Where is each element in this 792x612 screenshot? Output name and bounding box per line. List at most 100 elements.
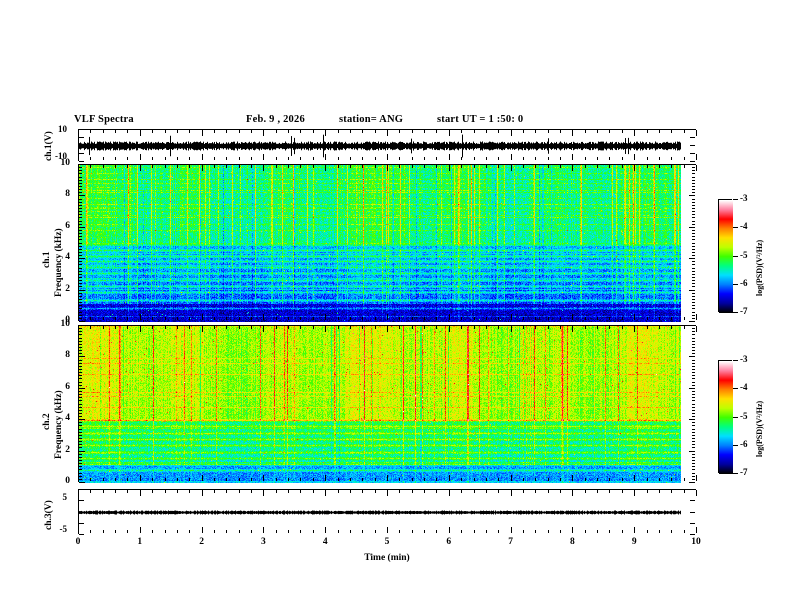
axis-tick: [79, 243, 82, 244]
axis-tick: [90, 478, 91, 481]
axis-tick: [412, 130, 413, 133]
axis-tick: [79, 388, 85, 389]
axis-tick: [692, 180, 695, 181]
axis-tick: [79, 286, 82, 287]
axis-tick: [498, 490, 499, 493]
axis-tick: [696, 475, 697, 481]
axis-tick: [300, 326, 301, 329]
axis-tick: [79, 397, 82, 398]
axis-tick: [387, 130, 388, 136]
axis-tick: [692, 211, 695, 212]
axis-tick: [79, 153, 84, 154]
axis-tick: [498, 326, 499, 329]
axis-tick: [399, 490, 400, 493]
axis-tick: [486, 157, 487, 160]
axis-tick: [609, 165, 610, 168]
axis-tick: [79, 217, 82, 218]
axis-tick: [140, 154, 141, 160]
axis-tick: [523, 490, 524, 493]
axis-tick: [690, 153, 695, 154]
axis-tick: [523, 165, 524, 168]
axis-tick: [412, 326, 413, 329]
axis-tick: [585, 530, 586, 533]
axis-tick: [226, 530, 227, 533]
axis-tick: [79, 233, 82, 234]
axis-tick: [140, 326, 141, 332]
axis-tick: [79, 391, 82, 392]
axis-tick: [692, 274, 695, 275]
xtick-label-2: 2: [199, 537, 204, 547]
axis-tick: [251, 326, 252, 329]
axis-tick: [90, 326, 91, 329]
axis-tick: [692, 283, 695, 284]
axis-tick: [609, 317, 610, 320]
axis-tick: [79, 299, 82, 300]
axis-tick: [177, 130, 178, 133]
axis-tick: [498, 530, 499, 533]
axis-tick: [690, 534, 695, 535]
axis-tick: [634, 326, 635, 332]
axis-tick: [690, 489, 695, 490]
axis-tick: [79, 274, 82, 275]
axis-tick: [412, 478, 413, 481]
axis-tick: [189, 478, 190, 481]
axis-tick: [325, 490, 326, 496]
axis-tick: [177, 317, 178, 320]
axis-tick: [548, 317, 549, 320]
axis-tick: [152, 326, 153, 329]
axis-tick: [276, 157, 277, 160]
ytick-ch1-wave-1: -10: [55, 151, 67, 161]
axis-tick: [560, 165, 561, 168]
axis-tick: [90, 165, 91, 168]
axis-tick: [79, 321, 85, 322]
axis-tick: [684, 490, 685, 493]
axis-tick: [115, 317, 116, 320]
axis-tick: [300, 130, 301, 133]
axis-tick: [436, 165, 437, 168]
axis-tick: [79, 230, 82, 231]
axis-tick: [263, 475, 264, 481]
axis-tick: [692, 435, 695, 436]
axis-tick: [79, 334, 82, 335]
axis-tick: [251, 490, 252, 493]
axis-tick: [597, 165, 598, 168]
axis-tick: [79, 500, 84, 501]
axis-tick: [202, 490, 203, 496]
axis-tick: [214, 317, 215, 320]
colorbar-ch2: [718, 360, 733, 474]
axis-tick: [647, 130, 648, 133]
axis-tick: [79, 482, 85, 483]
axis-tick: [239, 530, 240, 533]
axis-tick: [671, 130, 672, 133]
axis-tick: [387, 527, 388, 533]
axis-tick: [692, 305, 695, 306]
axis-tick: [733, 199, 738, 200]
axis-tick: [548, 530, 549, 533]
axis-tick: [313, 478, 314, 481]
axis-tick: [79, 454, 82, 455]
axis-tick: [692, 312, 695, 313]
axis-tick: [647, 157, 648, 160]
axis-tick: [498, 317, 499, 320]
axis-tick: [350, 165, 351, 168]
axis-tick: [79, 312, 82, 313]
axis-tick: [523, 478, 524, 481]
axis-tick: [78, 314, 79, 320]
axis-tick: [692, 280, 695, 281]
axis-tick: [692, 466, 695, 467]
axis-tick: [375, 317, 376, 320]
axis-tick: [692, 293, 695, 294]
axis-tick: [412, 530, 413, 533]
axis-tick: [692, 199, 695, 200]
axis-tick: [202, 314, 203, 320]
ytick-ch2-spec-2: 4: [65, 413, 70, 424]
ytick-ch1-spec-0: 0: [65, 315, 70, 325]
axis-tick: [79, 400, 82, 401]
axis-tick: [79, 489, 84, 490]
axis-tick: [585, 157, 586, 160]
axis-tick: [585, 165, 586, 168]
axis-tick: [733, 417, 738, 418]
axis-tick: [79, 177, 82, 178]
axis-tick: [690, 512, 695, 513]
